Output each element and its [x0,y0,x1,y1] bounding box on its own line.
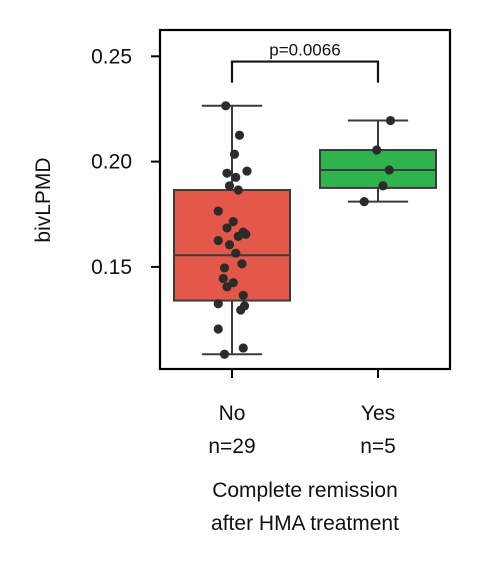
data-point-no-9 [228,217,238,227]
data-point-yes-4 [359,197,369,207]
data-point-no-22 [238,290,248,300]
y-tick-label-2: 0.25 [91,45,132,68]
plot-area-frame [158,28,452,371]
significance-bracket [230,60,380,83]
y-axis-label: bivLPMD [32,157,55,242]
data-point-no-7 [233,185,243,195]
data-point-no-2 [229,149,240,159]
data-point-no-10 [222,223,232,233]
x-axis-label-line-2: after HMA treatment [211,512,399,535]
data-point-no-18 [237,259,247,269]
data-point-yes-1 [372,145,382,155]
y-tick-label-1: 0.20 [91,151,132,174]
x-tick-label-yes: Yes [361,402,395,425]
points-layer [213,101,396,359]
data-point-no-28 [219,349,230,359]
box-yes [319,149,437,189]
p-value-label: p=0.0066 [269,41,340,60]
data-point-no-13 [241,229,251,239]
x-group-size-yes: n=5 [360,435,396,458]
boxes-layer [173,104,437,356]
y-axis: 0.15 0.20 0.25 [91,45,160,279]
data-point-yes-0 [385,115,396,126]
data-point-no-21 [228,278,238,288]
data-point-no-17 [219,263,230,273]
data-point-no-27 [238,343,248,353]
x-group-size-no: n=29 [208,435,255,458]
data-point-no-14 [213,235,223,246]
data-point-yes-2 [384,165,394,175]
data-point-no-5 [231,172,241,182]
data-point-no-6 [224,181,235,191]
data-point-no-23 [213,299,223,309]
y-tick-label-0: 0.15 [91,256,132,279]
data-point-no-3 [222,168,232,178]
data-point-no-19 [218,273,228,284]
data-point-no-0 [221,101,231,111]
data-point-no-1 [234,130,245,140]
x-tick-label-no: No [219,402,246,425]
data-point-yes-3 [378,181,388,191]
data-point-no-12 [233,231,243,241]
significance-annotation: p=0.0066 [230,41,380,83]
data-point-no-15 [224,240,235,250]
data-point-no-4 [242,166,252,176]
data-point-no-25 [239,301,250,311]
data-point-no-8 [213,206,223,216]
x-axis: No n=29 Yes n=5 [208,369,396,458]
data-point-no-16 [231,248,241,258]
x-axis-label-line-1: Complete remission [212,479,398,502]
data-point-no-26 [213,324,223,334]
